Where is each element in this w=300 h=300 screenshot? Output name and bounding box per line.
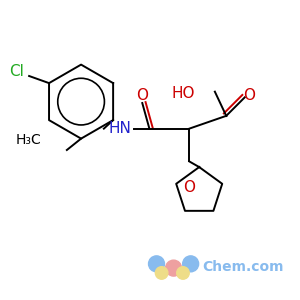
Circle shape [183, 256, 199, 272]
Text: O: O [243, 88, 255, 104]
Circle shape [148, 256, 164, 272]
Text: HO: HO [172, 85, 195, 100]
Text: Cl: Cl [10, 64, 25, 79]
Text: H₃C: H₃C [16, 133, 41, 147]
Circle shape [166, 260, 182, 276]
Text: HN: HN [108, 121, 131, 136]
Text: O: O [136, 88, 148, 104]
Circle shape [177, 267, 189, 279]
Text: O: O [183, 179, 195, 194]
Text: Chem.com: Chem.com [202, 260, 284, 274]
Circle shape [155, 267, 168, 279]
